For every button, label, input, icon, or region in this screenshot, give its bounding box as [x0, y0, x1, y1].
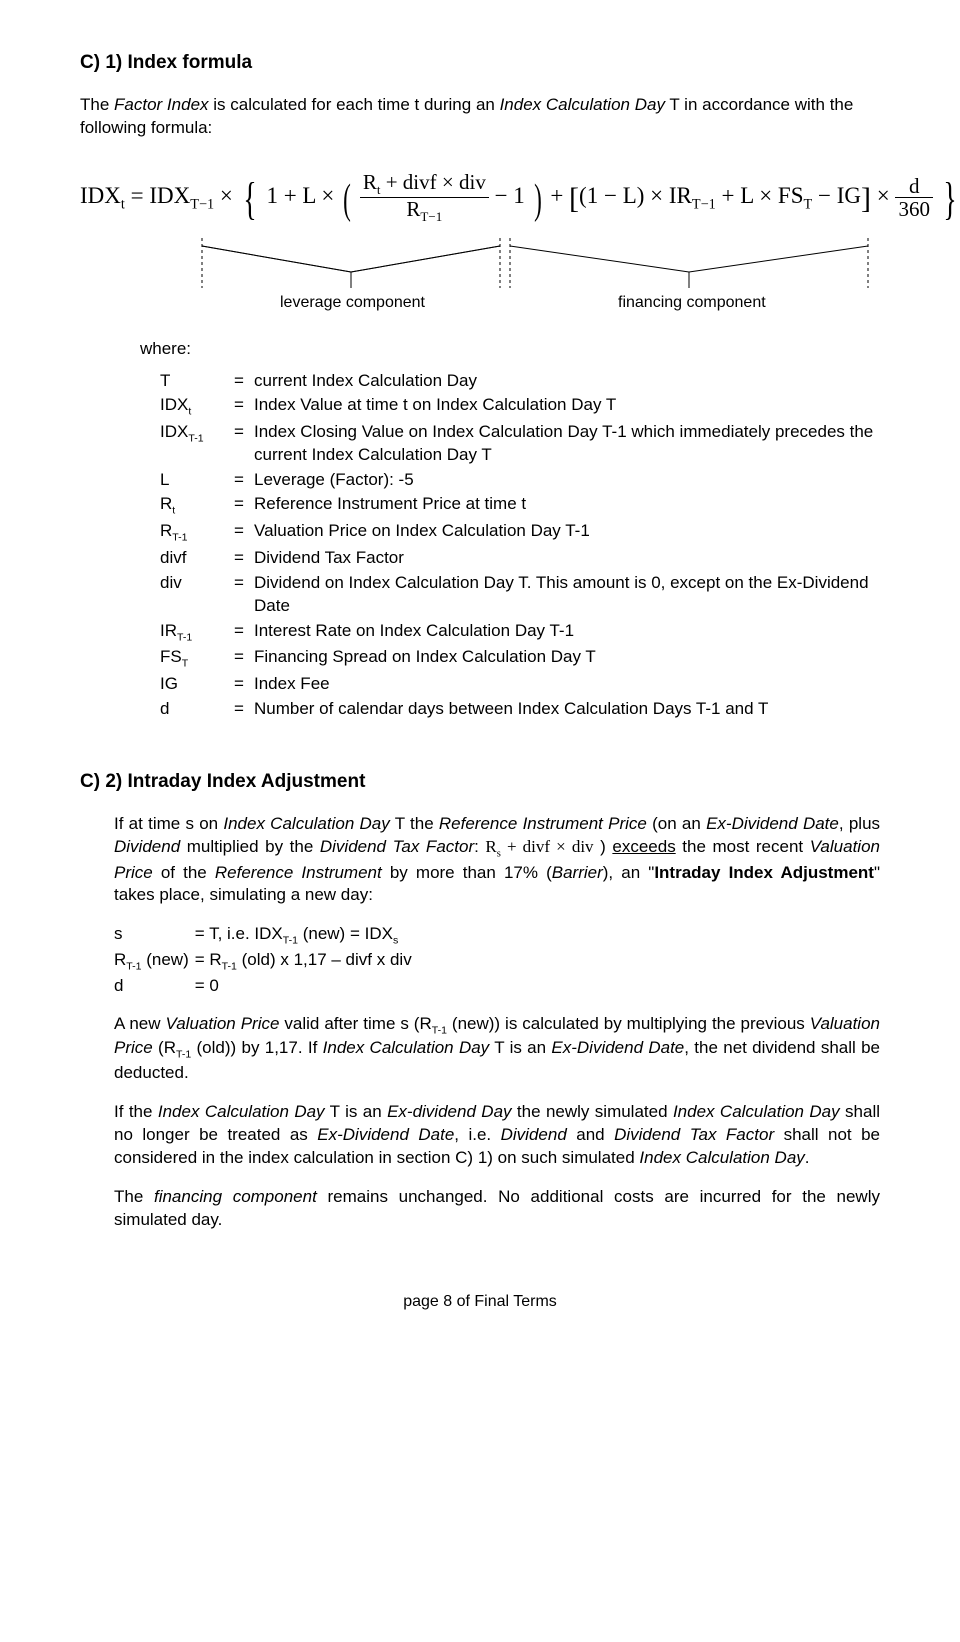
one-minus-l: 1 − L [587, 183, 637, 208]
paren-open-1: ( [343, 172, 351, 229]
def-equals: = [228, 519, 254, 546]
def-equals: = [228, 369, 254, 393]
table-row: T=current Index Calculation Day [160, 369, 880, 393]
mini-r3c2: = 0 [195, 975, 418, 999]
def-text: Index Fee [254, 672, 880, 696]
table-row: div=Dividend on Index Calculation Day T.… [160, 571, 880, 619]
leverage-component-label: leverage component [280, 292, 425, 314]
def-symbol: d [160, 697, 228, 721]
table-row: IDXt=Index Value at time t on Index Calc… [160, 393, 880, 420]
def-equals: = [228, 697, 254, 721]
table-row: RT-1=Valuation Price on Index Calculatio… [160, 519, 880, 546]
paren-close-1: ) [534, 172, 542, 229]
fraction-r: Rt + divf × div RT−1 [360, 171, 489, 224]
def-equals: = [228, 393, 254, 420]
brace-open: { [243, 168, 256, 230]
minus-ig: − IG [812, 183, 861, 208]
def-text: Interest Rate on Index Calculation Day T… [254, 619, 880, 646]
def-equals: = [228, 672, 254, 696]
equals: = [131, 183, 144, 208]
def-symbol: IDXT-1 [160, 420, 228, 468]
minus-one: − 1 [495, 183, 525, 208]
table-row: IRT-1=Interest Rate on Index Calculation… [160, 619, 880, 646]
mini-r3c1: d [114, 975, 195, 999]
where-label: where: [140, 338, 880, 361]
def-equals: = [228, 468, 254, 492]
def-text: current Index Calculation Day [254, 369, 880, 393]
adjustment-mini-table: s = T, i.e. IDXT-1 (new) = IDXs RT-1 (ne… [114, 923, 418, 998]
table-row: Rt=Reference Instrument Price at time t [160, 492, 880, 519]
def-equals: = [228, 492, 254, 519]
idx-t-1: IDXT−1 [149, 183, 214, 208]
def-symbol: IDXt [160, 393, 228, 420]
table-row: RT-1 (new) = RT-1 (old) x 1,17 – divf x … [114, 949, 418, 975]
plus-1: + [550, 183, 569, 208]
table-row: divf=Dividend Tax Factor [160, 546, 880, 570]
def-text: Dividend Tax Factor [254, 546, 880, 570]
times-ir: × IRT−1 [644, 183, 715, 208]
section-c1-heading: C) 1) Index formula [80, 50, 880, 76]
def-text: Number of calendar days between Index Ca… [254, 697, 880, 721]
def-equals: = [228, 546, 254, 570]
section-c2-heading: C) 2) Intraday Index Adjustment [80, 769, 880, 795]
def-text: Valuation Price on Index Calculation Day… [254, 519, 880, 546]
mini-r2c1: RT-1 (new) [114, 949, 195, 975]
table-row: IG=Index Fee [160, 672, 880, 696]
def-equals: = [228, 645, 254, 672]
document-page: C) 1) Index formula The Factor Index is … [0, 0, 960, 1353]
def-equals: = [228, 571, 254, 619]
financing-component-label: financing component [618, 292, 766, 314]
def-symbol: FST [160, 645, 228, 672]
mini-r2c2: = RT-1 (old) x 1,17 – divf x div [195, 949, 418, 975]
c2-para-3: If the Index Calculation Day T is an Ex-… [114, 1101, 880, 1170]
table-row: IDXT-1=Index Closing Value on Index Calc… [160, 420, 880, 468]
table-row: d = 0 [114, 975, 418, 999]
def-equals: = [228, 619, 254, 646]
idx-t: IDXt [80, 183, 125, 208]
def-symbol: divf [160, 546, 228, 570]
component-labels: leverage component financing component [80, 238, 880, 318]
c2-para-1: If at time s on Index Calculation Day T … [114, 813, 880, 907]
mini-r1c1: s [114, 923, 195, 949]
index-formula: IDXt = IDXT−1 × { 1 + L × ( Rt + divf × … [80, 168, 880, 230]
fraction-d360: d 360 [895, 175, 933, 220]
def-text: Financing Spread on Index Calculation Da… [254, 645, 880, 672]
def-text: Leverage (Factor): -5 [254, 468, 880, 492]
page-footer: page 8 of Final Terms [80, 1291, 880, 1313]
brace-close: } [943, 168, 956, 230]
def-symbol: RT-1 [160, 519, 228, 546]
def-text: Reference Instrument Price at time t [254, 492, 880, 519]
def-text: Dividend on Index Calculation Day T. Thi… [254, 571, 880, 619]
definitions-table: T=current Index Calculation DayIDXt=Inde… [160, 369, 880, 722]
c1-intro: The Factor Index is calculated for each … [80, 94, 880, 140]
one-plus-l: 1 + L × [266, 183, 334, 208]
def-symbol: IRT-1 [160, 619, 228, 646]
def-symbol: Rt [160, 492, 228, 519]
sqbr-close: ] [861, 179, 871, 220]
table-row: s = T, i.e. IDXT-1 (new) = IDXs [114, 923, 418, 949]
sqbr-open: [ [569, 179, 579, 220]
def-symbol: L [160, 468, 228, 492]
mini-r1c2: = T, i.e. IDXT-1 (new) = IDXs [195, 923, 418, 949]
def-equals: = [228, 420, 254, 468]
paren-open-2: ( [579, 183, 587, 208]
times-2: × [877, 183, 896, 208]
def-symbol: div [160, 571, 228, 619]
times-1: × [220, 183, 233, 208]
plus-lfs: + L × FST [716, 183, 812, 208]
c2-para-2: A new Valuation Price valid after time s… [114, 1013, 880, 1085]
def-symbol: IG [160, 672, 228, 696]
def-text: Index Value at time t on Index Calculati… [254, 393, 880, 420]
def-text: Index Closing Value on Index Calculation… [254, 420, 880, 468]
c2-para-4: The financing component remains unchange… [114, 1186, 880, 1232]
table-row: FST=Financing Spread on Index Calculatio… [160, 645, 880, 672]
table-row: L=Leverage (Factor): -5 [160, 468, 880, 492]
table-row: d=Number of calendar days between Index … [160, 697, 880, 721]
def-symbol: T [160, 369, 228, 393]
